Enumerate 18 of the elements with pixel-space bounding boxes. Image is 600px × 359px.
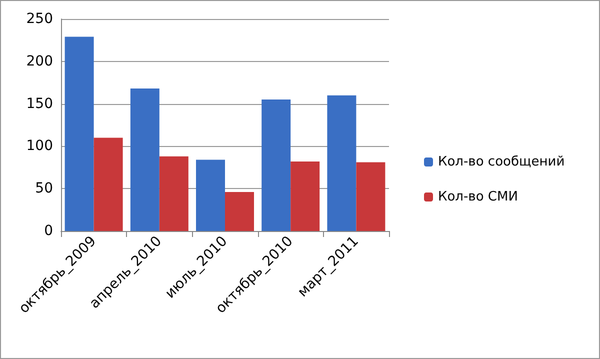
bar bbox=[159, 156, 188, 231]
legend-label: Кол-во сообщений bbox=[438, 154, 565, 170]
y-tick-label: 200 bbox=[26, 53, 53, 70]
y-tick-label: 100 bbox=[26, 138, 53, 154]
y-tick-label: 150 bbox=[26, 96, 53, 112]
bar bbox=[130, 88, 160, 231]
bar bbox=[64, 36, 94, 231]
y-tick-label: 0 bbox=[44, 223, 53, 239]
bar bbox=[94, 138, 123, 231]
y-tick-label: 250 bbox=[26, 11, 53, 27]
bar bbox=[262, 100, 291, 231]
bar bbox=[327, 95, 356, 231]
bar bbox=[290, 161, 320, 231]
bar bbox=[356, 162, 386, 231]
legend-label: Кол-во СМИ bbox=[438, 190, 518, 204]
bar bbox=[196, 160, 225, 231]
y-tick-label: 50 bbox=[35, 180, 53, 197]
bar bbox=[225, 192, 254, 231]
